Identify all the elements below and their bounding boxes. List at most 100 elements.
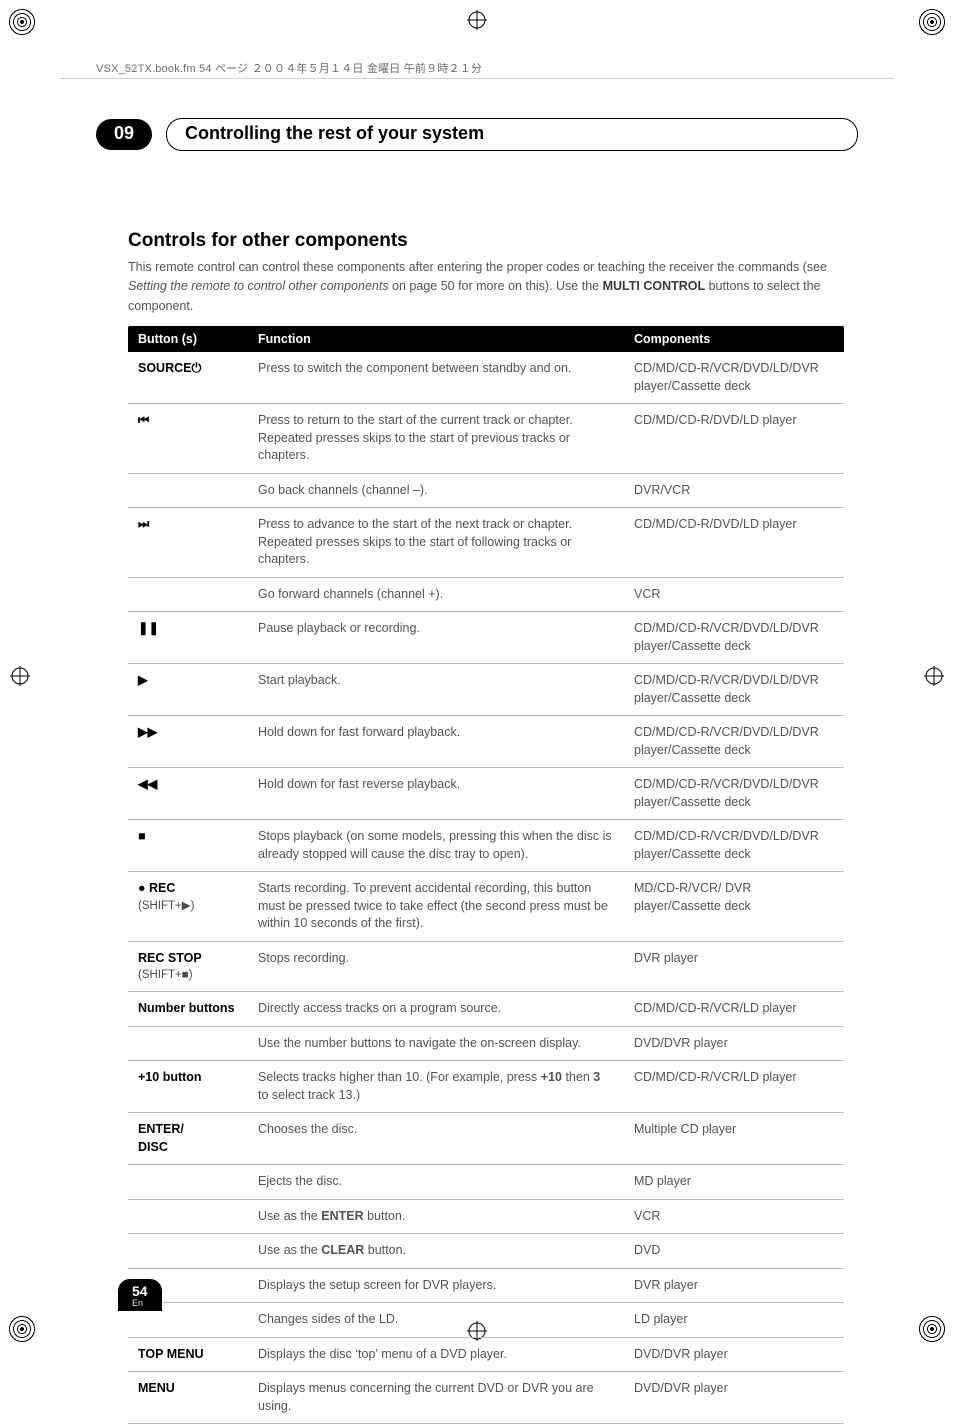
intro-em: Setting the remote to control other comp… — [128, 279, 389, 293]
cell-function: Use the number buttons to navigate the o… — [248, 1026, 624, 1061]
cell-button: ▶ — [128, 664, 248, 716]
cell-components: LD player — [624, 1303, 844, 1338]
cell-components: CD/MD/CD-R/DVD/LD player — [624, 404, 844, 474]
cell-button: TOP MENU — [128, 1337, 248, 1372]
table-row: Displays the setup screen for DVR player… — [128, 1268, 844, 1303]
print-reg-corner — [918, 1315, 946, 1343]
th-function: Function — [248, 326, 624, 352]
cell-components: VCR — [624, 1199, 844, 1234]
cell-components: MD/CD-R/VCR/ DVR player/Cassette deck — [624, 872, 844, 942]
page-number-badge: 54 En — [118, 1279, 162, 1311]
cell-button — [128, 1026, 248, 1061]
table-header-row: Button (s) Function Components — [128, 326, 844, 352]
page-number: 54 — [132, 1283, 148, 1299]
table-row: ❚❚Pause playback or recording.CD/MD/CD-R… — [128, 612, 844, 664]
cell-components: Multiple CD player — [624, 1113, 844, 1165]
intro-strong: MULTI CONTROL — [603, 279, 706, 293]
table-row: ▶Start playback.CD/MD/CD-R/VCR/DVD/LD/DV… — [128, 664, 844, 716]
table-row: Number buttonsDirectly access tracks on … — [128, 992, 844, 1027]
cell-button: Number buttons — [128, 992, 248, 1027]
cell-function: Changes sides of the LD. — [248, 1303, 624, 1338]
cell-button — [128, 1165, 248, 1200]
table-row: Go forward channels (channel +).VCR — [128, 577, 844, 612]
table-row: MENUDisplays menus concerning the curren… — [128, 1372, 844, 1424]
cell-button: ❚❚ — [128, 612, 248, 664]
cell-components: CD/MD/CD-R/VCR/DVD/LD/DVR player/Cassett… — [624, 352, 844, 404]
cell-components: CD/MD/CD-R/VCR/LD player — [624, 1061, 844, 1113]
doc-header-line: VSX_52TX.book.fm 54 ページ ２００４年５月１４日 金曜日 午… — [96, 60, 482, 76]
page-footer: 54 En — [118, 1279, 162, 1311]
table-row: ENTER/DISCChooses the disc.Multiple CD p… — [128, 1113, 844, 1165]
page-lang: En — [132, 1298, 148, 1308]
section-intro: This remote control can control these co… — [128, 258, 844, 316]
cell-components: DVD/DVR player — [624, 1337, 844, 1372]
print-reg-mark — [10, 666, 30, 686]
table-row: TOP MENUDisplays the disc ‘top’ menu of … — [128, 1337, 844, 1372]
content-area: Controls for other components This remot… — [128, 230, 844, 1424]
table-row: +10 buttonSelects tracks higher than 10.… — [128, 1061, 844, 1113]
th-button: Button (s) — [128, 326, 248, 352]
cell-function: Use as the CLEAR button. — [248, 1234, 624, 1269]
table-row: Use the number buttons to navigate the o… — [128, 1026, 844, 1061]
table-row: SOURCE⏻Press to switch the component bet… — [128, 352, 844, 404]
page: VSX_52TX.book.fm 54 ページ ２００４年５月１４日 金曜日 午… — [0, 0, 954, 1351]
cell-components: CD/MD/CD-R/VCR/DVD/LD/DVR player/Cassett… — [624, 612, 844, 664]
cell-components: CD/MD/CD-R/VCR/DVD/LD/DVR player/Cassett… — [624, 664, 844, 716]
cell-button: REC STOP(SHIFT+■) — [128, 941, 248, 992]
cell-function: Hold down for fast forward playback. — [248, 716, 624, 768]
table-row: ● REC(SHIFT+▶)Starts recording. To preve… — [128, 872, 844, 942]
cell-button: ▶▶ — [128, 716, 248, 768]
cell-button — [128, 1199, 248, 1234]
cell-function: Go back channels (channel –). — [248, 473, 624, 508]
print-reg-corner — [8, 1315, 36, 1343]
print-reg-corner — [8, 8, 36, 36]
cell-function: Directly access tracks on a program sour… — [248, 992, 624, 1027]
table-row: Ejects the disc.MD player — [128, 1165, 844, 1200]
cell-function: Starts recording. To prevent accidental … — [248, 872, 624, 942]
cell-function: Hold down for fast reverse playback. — [248, 768, 624, 820]
table-row: REC STOP(SHIFT+■)Stops recording.DVR pla… — [128, 941, 844, 992]
cell-function: Stops recording. — [248, 941, 624, 992]
table-row: Use as the CLEAR button.DVD — [128, 1234, 844, 1269]
cell-function: Start playback. — [248, 664, 624, 716]
doc-header-rule — [60, 78, 894, 79]
table-row: Go back channels (channel –).DVR/VCR — [128, 473, 844, 508]
cell-button: SOURCE⏻ — [128, 352, 248, 404]
cell-button: ⏮ — [128, 404, 248, 474]
intro-text: This remote control can control these co… — [128, 260, 827, 274]
table-row: ◀◀Hold down for fast reverse playback.CD… — [128, 768, 844, 820]
chapter-bar: 09 Controlling the rest of your system — [96, 118, 858, 151]
cell-components: CD/MD/CD-R/VCR/LD player — [624, 992, 844, 1027]
cell-components: DVD/DVR player — [624, 1026, 844, 1061]
cell-function: Displays the setup screen for DVR player… — [248, 1268, 624, 1303]
cell-components: CD/MD/CD-R/VCR/DVD/LD/DVR player/Cassett… — [624, 820, 844, 872]
print-reg-mark — [467, 10, 487, 30]
cell-function: Pause playback or recording. — [248, 612, 624, 664]
table-row: Changes sides of the LD.LD player — [128, 1303, 844, 1338]
cell-function: Chooses the disc. — [248, 1113, 624, 1165]
cell-components: DVR player — [624, 941, 844, 992]
cell-button: ● REC(SHIFT+▶) — [128, 872, 248, 942]
cell-function: Use as the ENTER button. — [248, 1199, 624, 1234]
cell-button: ◀◀ — [128, 768, 248, 820]
cell-button: MENU — [128, 1372, 248, 1424]
table-row: ▶▶Hold down for fast forward playback.CD… — [128, 716, 844, 768]
cell-components: CD/MD/CD-R/DVD/LD player — [624, 508, 844, 578]
table-row: ⏭Press to advance to the start of the ne… — [128, 508, 844, 578]
table-row: ■Stops playback (on some models, pressin… — [128, 820, 844, 872]
intro-text: on page 50 for more on this). Use the — [389, 279, 603, 293]
cell-function: Displays the disc ‘top’ menu of a DVD pl… — [248, 1337, 624, 1372]
cell-components: DVD/DVR player — [624, 1372, 844, 1424]
controls-table: Button (s) Function Components SOURCE⏻Pr… — [128, 326, 844, 1424]
cell-button — [128, 1234, 248, 1269]
cell-components: CD/MD/CD-R/VCR/DVD/LD/DVR player/Cassett… — [624, 716, 844, 768]
table-row: Use as the ENTER button.VCR — [128, 1199, 844, 1234]
cell-function: Ejects the disc. — [248, 1165, 624, 1200]
cell-function: Displays menus concerning the current DV… — [248, 1372, 624, 1424]
cell-components: DVR/VCR — [624, 473, 844, 508]
cell-function: Selects tracks higher than 10. (For exam… — [248, 1061, 624, 1113]
cell-button — [128, 577, 248, 612]
cell-function: Stops playback (on some models, pressing… — [248, 820, 624, 872]
cell-button: ■ — [128, 820, 248, 872]
cell-button — [128, 473, 248, 508]
